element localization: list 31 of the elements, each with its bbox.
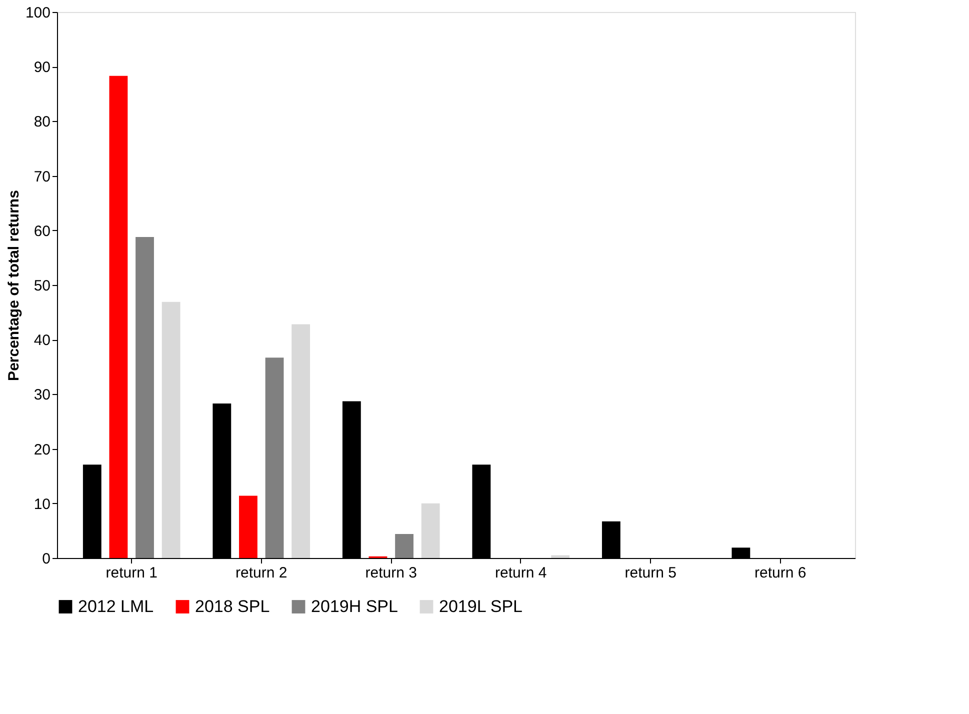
y-tick-label: 70 bbox=[34, 168, 50, 186]
legend-label: 2019H SPL bbox=[311, 596, 398, 616]
x-tick-label: return 1 bbox=[106, 564, 158, 582]
y-tick-label: 30 bbox=[34, 386, 50, 404]
y-tick-label: 100 bbox=[25, 4, 50, 22]
y-tick-label: 0 bbox=[42, 550, 50, 568]
legend-label: 2019L SPL bbox=[439, 596, 522, 616]
bar bbox=[395, 534, 414, 558]
y-tick-label: 50 bbox=[34, 278, 50, 294]
y-tick-label: 80 bbox=[34, 114, 50, 131]
y-axis-title: Percentage of total returns bbox=[5, 190, 22, 381]
bar bbox=[109, 76, 128, 558]
x-tick-label: return 6 bbox=[754, 564, 806, 582]
x-tick-label: return 3 bbox=[365, 564, 417, 582]
x-tick-label: return 2 bbox=[236, 564, 288, 582]
bar bbox=[551, 555, 570, 558]
y-tick-label: 10 bbox=[34, 496, 50, 513]
bar bbox=[292, 324, 310, 558]
x-tick-label: return 5 bbox=[624, 564, 676, 582]
legend-label: 2018 SPL bbox=[195, 596, 270, 616]
y-tick-label: 20 bbox=[34, 441, 50, 458]
bar bbox=[136, 236, 154, 558]
y-tick-label: 90 bbox=[34, 59, 50, 76]
legend-label: 2012 LML bbox=[78, 596, 154, 616]
bar bbox=[162, 302, 180, 558]
y-tick-label: 60 bbox=[34, 222, 50, 240]
bar bbox=[421, 503, 440, 558]
y-tick-label: 40 bbox=[34, 332, 50, 350]
x-tick-label: return 4 bbox=[495, 564, 547, 582]
bar bbox=[239, 496, 258, 558]
bar bbox=[265, 358, 284, 558]
